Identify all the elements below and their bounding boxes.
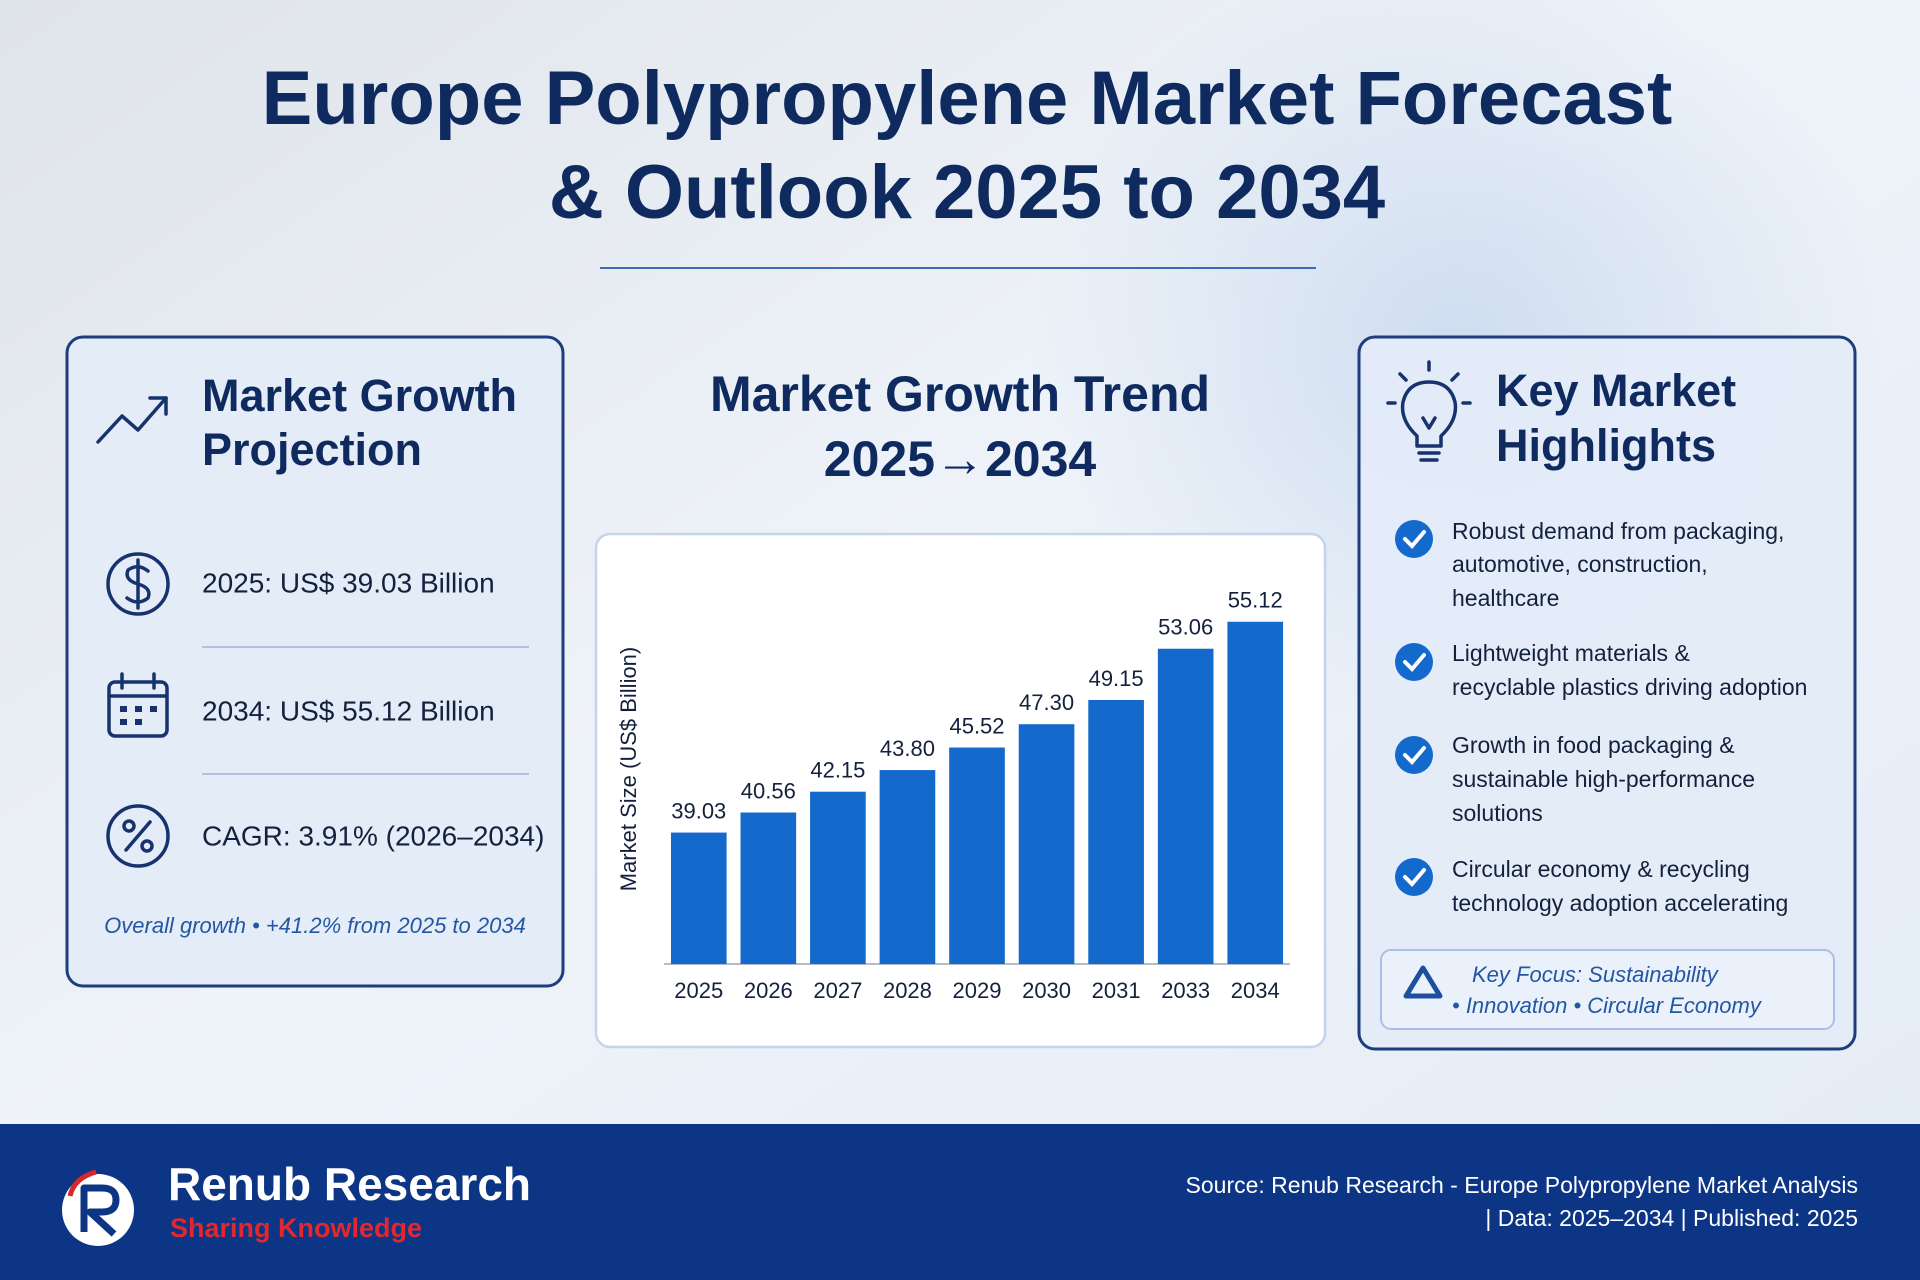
- focus-text: • Innovation • Circular Economy: [1452, 993, 1763, 1018]
- check-icon: [1395, 736, 1433, 774]
- brand-tagline: Sharing Knowledge: [170, 1213, 422, 1243]
- highlight-item: Circular economy & recycling technology …: [1395, 856, 1788, 916]
- x-tick-label: 2034: [1231, 978, 1280, 1003]
- highlight-text: technology adoption accelerating: [1452, 890, 1788, 916]
- main-title: & Outlook 2025 to 2034: [549, 150, 1385, 235]
- bulb-icon: [1386, 360, 1472, 405]
- logo: [67, 1169, 97, 1197]
- x-tick-label: 2028: [883, 978, 932, 1003]
- source-text: Source: Renub Research - Europe Polyprop…: [1186, 1172, 1858, 1198]
- percent-icon: [124, 820, 152, 852]
- check-icon: [1403, 868, 1426, 887]
- x-tick-label: 2026: [744, 978, 793, 1003]
- highlight-item: Robust demand from packaging, automotive…: [1395, 518, 1784, 611]
- bar: [1227, 621, 1284, 964]
- check-icon: [1395, 520, 1433, 558]
- highlight-text: Robust demand from packaging,: [1452, 518, 1784, 544]
- percent-icon: [122, 819, 136, 833]
- check-icon: [1395, 643, 1433, 681]
- dollar-icon: [106, 552, 170, 616]
- bar: [1157, 648, 1214, 964]
- panel-title: Key Market: [1496, 365, 1736, 416]
- logo: [80, 1184, 120, 1237]
- source-text: | Data: 2025–2034 | Published: 2025: [1485, 1205, 1858, 1231]
- percent-icon: [106, 804, 170, 868]
- brand-name: Renub Research: [168, 1158, 531, 1210]
- check-icon: [1403, 746, 1426, 765]
- check-icon: [1403, 653, 1426, 672]
- highlight-text: recyclable plastics driving adoption: [1452, 674, 1807, 700]
- growth-panel: [65, 335, 565, 988]
- highlight-text: Circular economy & recycling: [1452, 856, 1750, 882]
- growth-item: CAGR: 3.91% (2026–2034): [202, 820, 544, 851]
- calendar-icon: [107, 680, 169, 738]
- bar: [1088, 699, 1144, 964]
- bar: [810, 791, 866, 964]
- highlight-item: Lightweight materials & recyclable plast…: [1395, 640, 1807, 700]
- focus-box: [1380, 949, 1835, 1030]
- x-tick-label: 2031: [1092, 978, 1141, 1003]
- bar: [879, 770, 936, 964]
- trend-icon: [96, 396, 168, 444]
- main-title: Europe Polypropylene Market Forecast: [262, 56, 1673, 141]
- value-label: 40.56: [741, 778, 796, 803]
- value-label: 49.15: [1089, 666, 1144, 691]
- focus-text: Key Focus: Sustainability: [1472, 962, 1720, 987]
- panel-title: Projection: [202, 424, 422, 475]
- check-icon: [1395, 858, 1433, 896]
- percent-icon: [140, 839, 154, 853]
- panel-title: Market Growth: [202, 370, 517, 421]
- x-tick-label: 2025: [674, 978, 723, 1003]
- highlight-text: automotive, construction,: [1452, 551, 1708, 577]
- bulb-icon: [1400, 380, 1458, 462]
- highlight-item: Growth in food packaging & sustainable h…: [1395, 732, 1755, 826]
- recycle-icon: [1403, 965, 1443, 999]
- value-label: 53.06: [1158, 615, 1213, 640]
- bar: [740, 812, 797, 964]
- highlight-text: solutions: [1452, 800, 1543, 826]
- calendar-icon: [120, 706, 157, 725]
- y-axis-title: Market Size (US$ Billion): [616, 647, 641, 892]
- highlight-text: healthcare: [1452, 585, 1559, 611]
- plot: 2025 39.03 2026 40.56 2027 42.15 2028 43.80 2029…: [664, 588, 1290, 1003]
- calendar-icon: [107, 672, 169, 698]
- footer-band: [0, 1124, 1920, 1280]
- growth-note: Overall growth • +41.2% from 2025 to 203…: [104, 913, 526, 938]
- value-label: 43.80: [880, 736, 935, 761]
- value-label: 39.03: [671, 798, 726, 823]
- value-label: 42.15: [810, 758, 865, 783]
- bar: [670, 832, 727, 964]
- highlight-text: Growth in food packaging &: [1452, 732, 1735, 758]
- x-tick-label: 2029: [953, 978, 1002, 1003]
- growth-item: 2034: US$ 55.12 Billion: [202, 695, 495, 726]
- x-tick-label: 2030: [1022, 978, 1071, 1003]
- x-tick-label: 2027: [813, 978, 862, 1003]
- growth-item: 2025: US$ 39.03 Billion: [202, 567, 495, 598]
- trend-icon: [148, 396, 168, 416]
- highlights-panel: [1357, 335, 1857, 1051]
- dollar-icon: [125, 558, 151, 610]
- value-label: 45.52: [949, 713, 1004, 738]
- panel-title: Highlights: [1496, 420, 1716, 471]
- bar: [949, 747, 1005, 964]
- check-icon: [1403, 530, 1426, 549]
- value-label: 55.12: [1228, 588, 1283, 613]
- highlight-text: sustainable high-performance: [1452, 766, 1755, 792]
- bar: [1018, 724, 1075, 964]
- value-label: 47.30: [1019, 690, 1074, 715]
- chart-title: Market Growth Trend: [710, 366, 1210, 422]
- x-tick-label: 2033: [1161, 978, 1210, 1003]
- highlight-text: Lightweight materials &: [1452, 640, 1690, 666]
- chart-subtitle: 2025→2034: [824, 431, 1097, 487]
